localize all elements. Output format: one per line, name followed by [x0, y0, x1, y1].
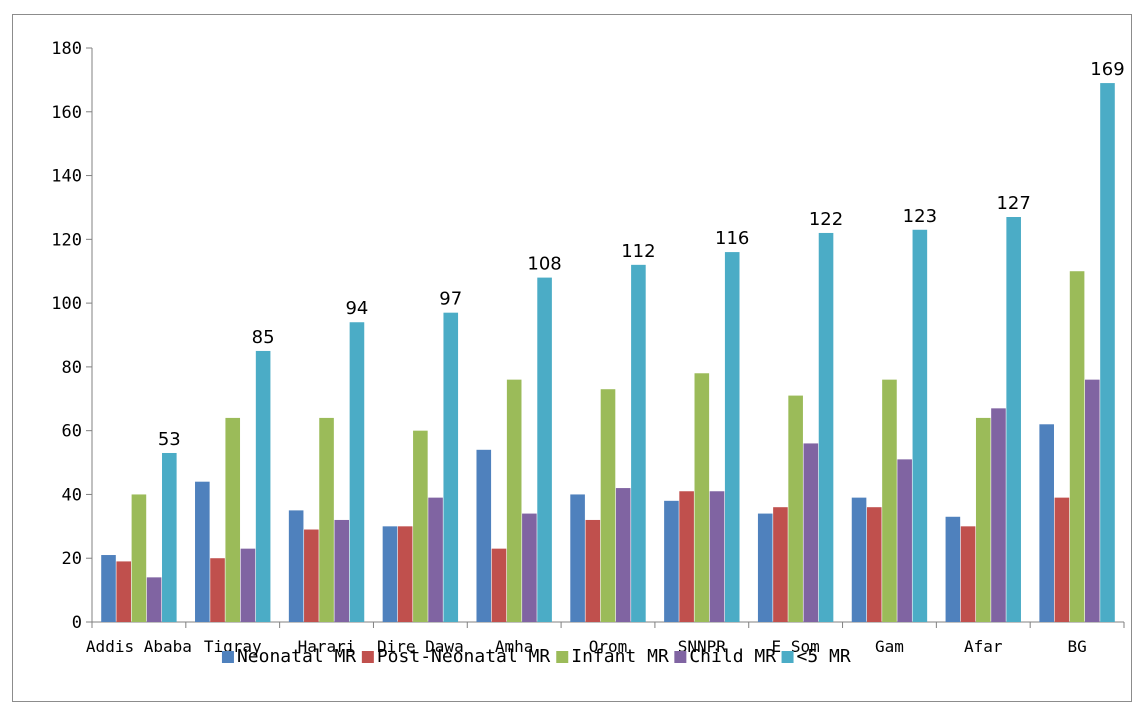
data-label: 127 — [996, 193, 1030, 214]
bar-infant-mr — [882, 379, 897, 622]
bar-infant-mr — [413, 430, 428, 622]
y-tick-label: 100 — [51, 294, 82, 314]
x-category-label: Harari — [298, 637, 356, 656]
bar-infant-mr — [225, 417, 241, 622]
bar-post-neonatal-mr — [585, 519, 601, 622]
bar-child-mr — [428, 497, 443, 622]
bar-5-mr — [724, 252, 740, 623]
bar-post-neonatal-mr — [679, 491, 694, 622]
legend-label: Child MR — [689, 646, 776, 667]
legend-label: <5 MR — [797, 646, 851, 667]
bar-neonatal-mr — [101, 555, 116, 622]
data-label: 97 — [439, 289, 462, 310]
legend-swatch — [221, 651, 234, 663]
bar-5-mr — [1006, 217, 1021, 622]
legend-swatch — [361, 651, 374, 663]
bar-neonatal-mr — [476, 449, 492, 622]
bar-child-mr — [334, 519, 350, 622]
y-tick-label: 20 — [62, 549, 82, 569]
x-category-label: Tigray — [204, 637, 262, 656]
y-tick-label: 40 — [62, 485, 82, 505]
bar-child-mr — [146, 577, 162, 622]
x-category-label: SNNPR — [678, 637, 727, 656]
bar-neonatal-mr — [195, 481, 210, 622]
bar-child-mr — [522, 513, 537, 622]
bar-child-mr — [897, 459, 912, 622]
bar-post-neonatal-mr — [210, 558, 225, 622]
bar-neonatal-mr — [382, 526, 398, 622]
legend-swatch — [674, 651, 687, 663]
data-label: 94 — [345, 298, 368, 319]
y-tick-label: 0 — [72, 613, 82, 633]
bar-post-neonatal-mr — [960, 526, 976, 622]
bar-post-neonatal-mr — [866, 507, 882, 622]
x-category-label: Dire Dawa — [377, 637, 464, 656]
legend-label: Neonatal MR — [237, 646, 356, 667]
bar-infant-mr — [600, 389, 616, 622]
x-category-label: Addis Ababa — [86, 637, 192, 656]
bar-infant-mr — [975, 417, 991, 622]
data-label: 53 — [158, 429, 181, 450]
bar-post-neonatal-mr — [1054, 497, 1070, 622]
bar-5-mr — [1100, 83, 1115, 623]
bar-post-neonatal-mr — [397, 526, 413, 622]
bar-child-mr — [991, 408, 1006, 622]
bar-post-neonatal-mr — [116, 561, 132, 622]
x-category-label: BG — [1067, 637, 1086, 656]
bar-5-mr — [818, 232, 834, 622]
legend-label: Infant MR — [571, 646, 669, 667]
data-label: 85 — [252, 327, 275, 348]
bar-neonatal-mr — [570, 494, 585, 622]
bar-child-mr — [240, 548, 256, 622]
legend-label: Post-Neonatal MR — [377, 646, 551, 667]
bar-neonatal-mr — [664, 500, 679, 622]
bar-child-mr — [615, 488, 631, 622]
bar-child-mr — [709, 491, 725, 622]
bar-5-mr — [443, 312, 459, 622]
bar-neonatal-mr — [288, 510, 304, 622]
bar-child-mr — [803, 443, 819, 622]
y-tick-label: 60 — [62, 422, 82, 442]
bar-post-neonatal-mr — [491, 548, 507, 622]
bar-post-neonatal-mr — [304, 529, 319, 622]
legend-swatch — [556, 651, 569, 663]
bar-neonatal-mr — [1039, 424, 1054, 622]
bar-infant-mr — [131, 494, 147, 622]
y-tick-label: 80 — [62, 358, 82, 378]
data-label: 112 — [621, 241, 655, 262]
bar-infant-mr — [506, 379, 522, 622]
data-label: 116 — [715, 228, 749, 249]
y-tick-label: 140 — [51, 167, 82, 187]
bar-5-mr — [537, 277, 552, 622]
bar-5-mr — [349, 322, 365, 622]
x-category-label: Gam — [875, 637, 904, 656]
data-label: 122 — [809, 209, 843, 230]
bar-post-neonatal-mr — [773, 507, 788, 622]
bar-child-mr — [1084, 379, 1100, 622]
legend-swatch — [781, 651, 794, 663]
y-tick-label: 160 — [51, 103, 82, 123]
bar-5-mr — [255, 350, 271, 622]
data-label: 108 — [527, 254, 561, 275]
data-label: 169 — [1090, 59, 1124, 80]
bar-neonatal-mr — [757, 513, 773, 622]
data-label: 123 — [903, 206, 937, 227]
bar-neonatal-mr — [945, 516, 961, 622]
y-tick-label: 180 — [51, 39, 82, 59]
bar-infant-mr — [319, 417, 334, 622]
bar-5-mr — [912, 229, 928, 622]
bar-neonatal-mr — [851, 497, 867, 622]
bar-infant-mr — [1069, 271, 1085, 622]
bar-5-mr — [162, 452, 177, 622]
x-category-label: Amha — [495, 637, 534, 656]
x-category-label: Orom — [589, 637, 628, 656]
bar-5-mr — [631, 264, 646, 622]
y-tick-label: 120 — [51, 230, 82, 250]
x-category-label: Afar — [964, 637, 1003, 656]
bar-infant-mr — [788, 395, 803, 622]
bar-infant-mr — [694, 373, 710, 622]
